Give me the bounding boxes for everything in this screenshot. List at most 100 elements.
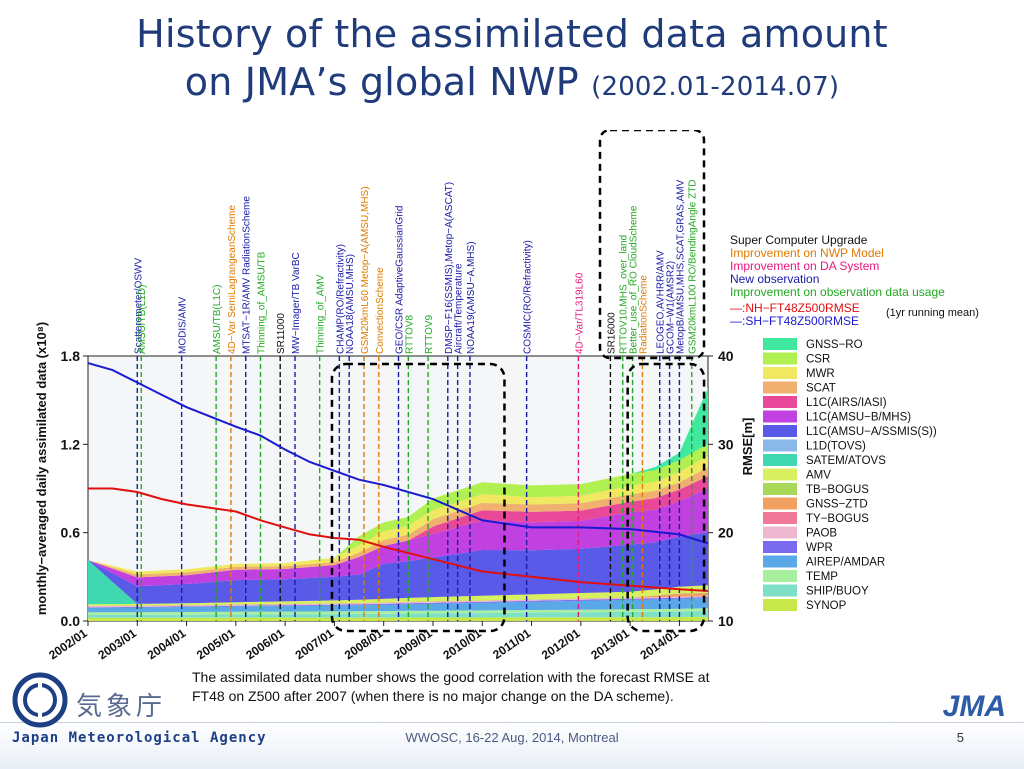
legend-label-1: CSR [806,354,830,366]
event-label-1: AMSU/TB(L1D) [137,285,148,354]
highlight-box-labels [598,130,706,360]
event-label-16: RTTOV9 [424,314,435,354]
legend-label-3: SCAT [806,383,836,395]
event-label-25: RadiationScheme [638,275,649,354]
y2-tick-label-2: 30 [718,436,734,452]
legend-top-4: Improvement on observation data usage [730,285,945,299]
legend-label-9: AMV [806,470,831,482]
legend-swatch-9 [763,468,797,481]
highlight-box-2007-2010 [330,362,506,633]
event-label-18: Aircraft/Temperature [454,263,465,354]
y2-axis-label: RMSE[m] [740,418,755,476]
event-label-8: MW−Imager/TB VarBC [291,252,302,354]
x-tick-label-11: 2013/01 [588,626,632,663]
legend-swatch-13 [763,526,797,539]
area-paob [88,596,708,608]
y-tick-label-3: 1.8 [61,348,81,364]
y-tick-label-2: 1.2 [61,436,81,452]
legend-label-15: AIREP/AMDAR [806,557,885,569]
legend-label-14: WPR [806,542,833,554]
footer-text: WWOSC, 16-22 Aug. 2014, Montreal [405,730,619,745]
event-label-22: SR16000 [606,312,617,354]
legend-swatch-2 [763,367,797,379]
legend-swatch-10 [763,483,797,495]
event-label-17: DMSP−F16(SSMIS),Metop−A(ASCAT) [444,182,455,354]
legend-label-18: SYNOP [806,600,847,612]
x-tick-label-0: 2002/01 [46,626,90,663]
event-label-2: MODIS/AMV [178,296,189,354]
event-label-6: Thinning_of_AMSU/TB [256,251,267,354]
highlight-box-2013-2014 [626,362,706,633]
x-tick-label-9: 2011/01 [490,626,533,662]
legend-swatch-16 [763,570,797,582]
legend-swatch-1 [763,352,797,365]
legend-label-16: TEMP [806,571,838,583]
event-label-27: GCOM−W1(AMSR2) [666,261,677,354]
caption-line-1: The assimilated data number shows the go… [192,669,710,685]
legend-label-12: TY−BOGUS [806,513,869,525]
y2-tick-label-1: 20 [718,525,734,541]
x-tick-label-2: 2004/01 [145,626,189,663]
event-label-26: LEOGEO,AVHRR/AMV [656,250,667,354]
x-tick-label-10: 2012/01 [539,626,583,663]
y-tick-label-0: 0.0 [61,613,81,629]
area-temp [88,608,708,615]
legend-label-4: L1C(AIRS/IASI) [806,397,887,409]
event-label-23: RTTOV10,MHS_over_land [619,235,630,354]
x-tick-label-5: 2007/01 [293,626,337,663]
rmse-note: (1yr running mean) [886,307,979,319]
area-synop [88,616,708,621]
area-l1c-amsu-b-mhs- [88,488,708,587]
legend-label-17: SHIP/BUOY [806,586,869,598]
event-label-5: MTSAT−1R/AMV RadiationScheme [242,196,253,354]
event-label-13: ConvectionScheme [375,267,386,354]
event-label-12: GSM20kmL60 Metop−A(AMSU,MHS) [360,186,371,354]
event-label-0: Scatterometer/OSWV [133,258,144,354]
x-tick-label-3: 2005/01 [194,626,238,663]
event-label-7: SR11000 [276,313,287,354]
legend-swatch-11 [763,497,797,510]
event-label-4: 4D−Var SemiLagrangeanScheme [227,204,238,354]
legend-label-8: SATEM/ATOVS [806,455,886,467]
event-label-9: Thinning_of_AMV [316,274,327,354]
legend-swatch-8 [763,454,797,466]
legend-label-6: L1C(AMSU−A/SSMIS(S)) [806,426,937,438]
legend-swatch-7 [763,439,797,452]
title-main: on JMA’s global NWP [184,60,579,104]
legend-top-0: Super Computer Upgrade [730,233,868,247]
rmse-line-sh-ft48z500rmse [87,362,709,545]
legend-swatch-3 [763,381,797,394]
rmse-line-nh-ft48z500rmse [88,487,709,592]
y-tick-label-1: 0.6 [61,525,81,541]
rmse-legend-0: —:NH−FT48Z500RMSE [730,301,860,315]
event-label-24: Better_use_of_RO CloudScheme [629,205,640,354]
caption: The assimilated data number shows the go… [192,668,832,706]
event-label-15: RTTOV8 [404,314,415,354]
legend-label-7: L1D(TOVS) [806,441,866,453]
legend-label-11: GNSS−ZTD [806,499,868,511]
jma-wordmark: JMA [942,690,1006,723]
legend-label-10: TB−BOGUS [806,484,869,496]
event-label-19: NOAA19(AMSU−A,MHS) [466,241,477,354]
agency-name: Japan Meteorological Agency [12,730,267,746]
event-label-28: MetopB/AMSU,MHS,SCAT,GRAS,AMV [675,179,686,354]
jma-logo-icon [12,672,68,728]
rmse-legend-1: —:SH−FT48Z500RMSE [730,314,859,328]
caption-line-2: FT48 on Z500 after 2007 (when there is n… [192,688,674,704]
x-tick-label-1: 2003/01 [95,626,139,663]
y2-tick-label-3: 40 [718,348,734,364]
legend-top-2: Improvement on DA System [730,259,879,273]
y-axis-label: monthly−averaged daily assimilated data … [34,322,49,615]
page-number: 5 [956,730,964,745]
legend-swatch-14 [763,541,797,553]
agency-kanji: 気象庁 [76,692,167,722]
title-line-1: History of the assimilated data amount [136,12,888,56]
area-amv [88,585,708,606]
event-label-20: COSMIC(RO/Refractivity) [523,240,534,354]
legend-top-3: New observation [730,272,819,286]
legend-top-1: Improvement on NWP Model [730,246,884,260]
legend-label-5: L1C(AMSU−B/MHS) [806,412,911,424]
legend-swatch-5 [763,410,797,423]
event-label-29: GSM20kmL100 RO/BendingAngle ZTD [688,179,699,354]
